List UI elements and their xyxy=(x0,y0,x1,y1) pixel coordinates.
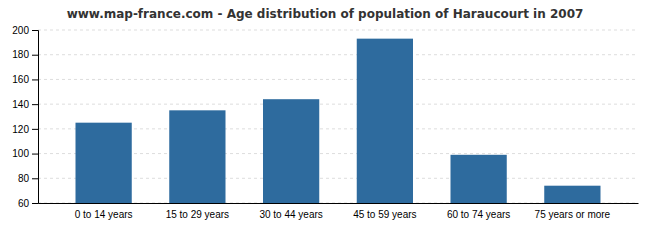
y-tick: 80 xyxy=(18,173,38,184)
x-tick: 75 years or more xyxy=(535,203,611,220)
x-tick: 15 to 29 years xyxy=(166,203,229,220)
chart-title: www.map-france.com - Age distribution of… xyxy=(67,7,584,21)
x-tick-label: 45 to 59 years xyxy=(353,209,416,220)
y-tick-label: 180 xyxy=(12,49,29,60)
grid-line xyxy=(38,79,638,80)
chart-container: 60 80 100 120 140 160 180 200 0 to 14 years 15 to… xyxy=(0,0,650,229)
y-tick-label: 120 xyxy=(12,124,29,135)
y-axis: 60 80 100 120 140 160 180 200 xyxy=(12,25,38,209)
bar xyxy=(357,39,413,203)
grid-line xyxy=(38,30,638,31)
y-tick-label: 160 xyxy=(12,74,29,85)
x-axis: 0 to 14 years 15 to 29 years 30 to 44 year… xyxy=(39,203,639,220)
x-tick-label: 30 to 44 years xyxy=(259,209,322,220)
y-tick: 200 xyxy=(12,25,38,36)
y-tick-mark xyxy=(32,203,38,204)
y-tick: 160 xyxy=(12,74,38,85)
y-tick-label: 80 xyxy=(18,173,30,184)
y-tick: 180 xyxy=(12,49,38,60)
y-tick: 100 xyxy=(12,148,38,159)
x-tick: 0 to 14 years xyxy=(75,203,133,220)
y-tick: 120 xyxy=(12,124,38,135)
y-tick-mark xyxy=(32,55,38,56)
plot-area: 60 80 100 120 140 160 180 200 0 to 14 years 15 to… xyxy=(12,25,638,229)
x-tick-label: 75 years or more xyxy=(535,209,611,220)
x-tick: 60 to 74 years xyxy=(447,203,510,220)
y-axis-line xyxy=(32,31,39,204)
y-tick: 140 xyxy=(12,99,38,110)
y-tick-label: 100 xyxy=(12,148,29,159)
y-tick-label: 200 xyxy=(12,25,29,36)
bar xyxy=(76,123,132,203)
y-tick-mark xyxy=(32,154,38,155)
y-tick-mark xyxy=(32,129,38,130)
x-tick-label: 0 to 14 years xyxy=(75,209,133,220)
bar xyxy=(169,110,225,203)
x-tick: 45 to 59 years xyxy=(353,203,416,220)
grid-line xyxy=(38,104,638,105)
x-tick: 30 to 44 years xyxy=(259,203,322,220)
x-tick-label: 60 to 74 years xyxy=(447,209,510,220)
y-tick-mark xyxy=(32,104,38,105)
bar xyxy=(263,99,319,203)
y-tick-mark xyxy=(32,79,38,80)
bars xyxy=(76,39,601,203)
chart-svg: 60 80 100 120 140 160 180 200 0 to 14 years 15 to… xyxy=(0,0,650,229)
x-tick-label: 15 to 29 years xyxy=(166,209,229,220)
bar xyxy=(544,186,600,203)
bar xyxy=(451,155,507,203)
y-tick-label: 140 xyxy=(12,99,29,110)
y-tick-mark xyxy=(32,178,38,179)
y-tick-label: 60 xyxy=(18,198,30,209)
y-tick-mark xyxy=(32,30,38,31)
x-axis-line xyxy=(39,203,639,204)
y-tick: 60 xyxy=(18,198,38,209)
grid-line xyxy=(38,54,638,55)
